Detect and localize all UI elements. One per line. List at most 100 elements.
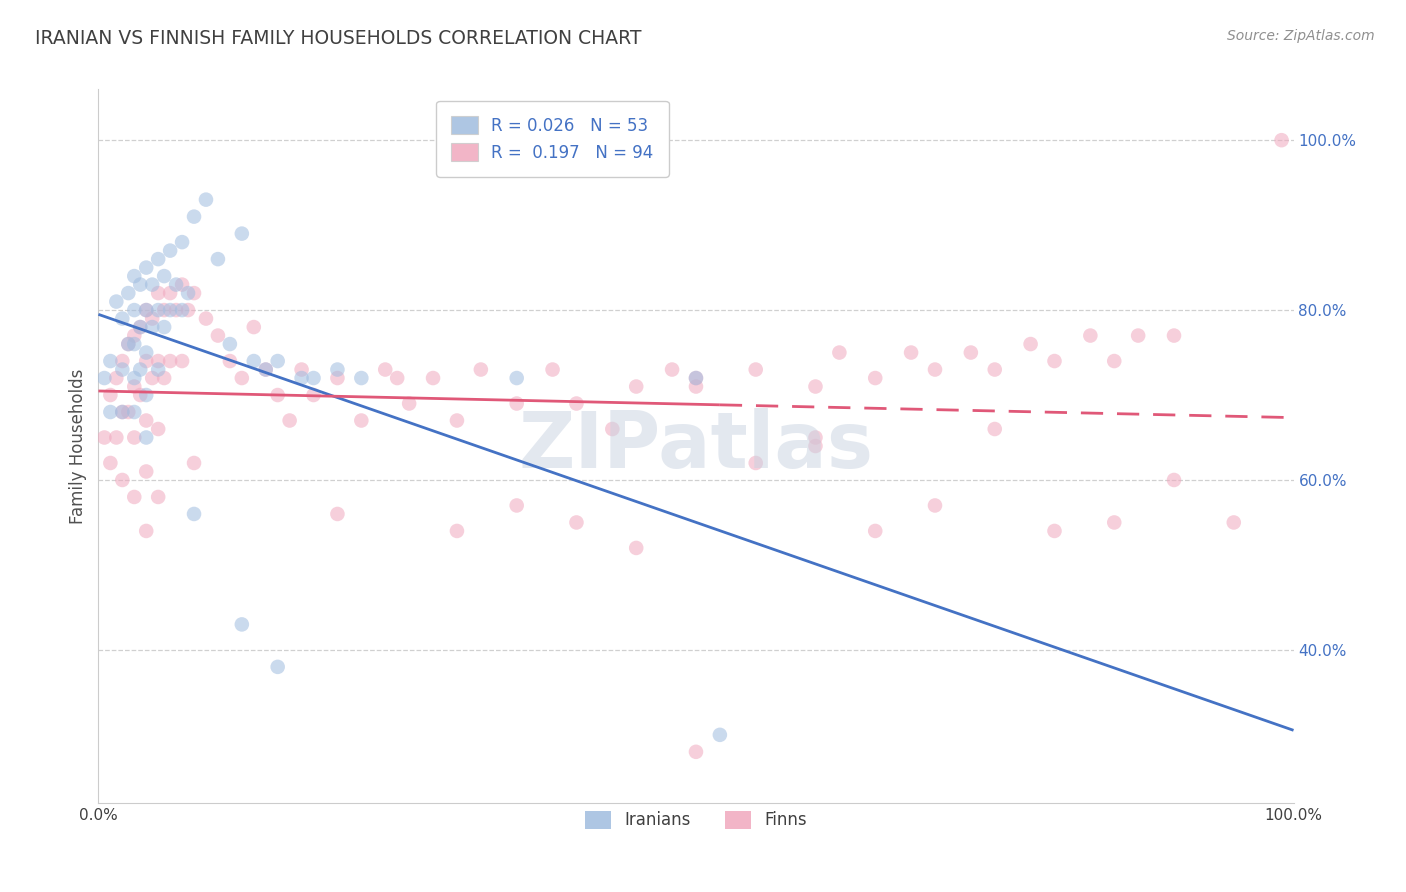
Point <box>93 371 115 385</box>
Point <box>685 371 707 385</box>
Point <box>135 354 157 368</box>
Point <box>1043 524 1066 538</box>
Point <box>804 439 827 453</box>
Point <box>506 371 529 385</box>
Point <box>243 320 266 334</box>
Point <box>124 430 146 444</box>
Point <box>124 303 146 318</box>
Legend: Iranians, Finns: Iranians, Finns <box>569 796 823 845</box>
Point <box>804 430 827 444</box>
Point <box>207 252 229 266</box>
Point <box>148 286 170 301</box>
Point <box>177 303 200 318</box>
Point <box>1019 337 1042 351</box>
Point <box>124 379 146 393</box>
Point <box>231 371 253 385</box>
Point <box>135 303 157 318</box>
Point <box>207 328 229 343</box>
Point <box>231 227 253 241</box>
Point <box>148 303 170 318</box>
Point <box>159 303 181 318</box>
Point <box>960 345 983 359</box>
Point <box>124 405 146 419</box>
Point <box>1163 328 1185 343</box>
Point <box>93 430 115 444</box>
Point <box>506 396 529 410</box>
Point <box>111 354 134 368</box>
Point <box>98 354 122 368</box>
Point <box>135 260 157 275</box>
Point <box>291 362 314 376</box>
Point <box>984 422 1007 436</box>
Point <box>117 337 139 351</box>
Point <box>804 379 827 393</box>
Point <box>1163 473 1185 487</box>
Point <box>565 396 588 410</box>
Point <box>626 379 648 393</box>
Point <box>117 286 139 301</box>
Point <box>129 320 152 334</box>
Text: ZIPatlas: ZIPatlas <box>519 408 873 484</box>
Point <box>105 294 128 309</box>
Point <box>1271 133 1294 147</box>
Point <box>124 269 146 284</box>
Point <box>291 371 314 385</box>
Point <box>446 413 468 427</box>
Y-axis label: Family Households: Family Households <box>69 368 87 524</box>
Point <box>661 362 683 376</box>
Point <box>141 371 163 385</box>
Point <box>111 473 134 487</box>
Text: Source: ZipAtlas.com: Source: ZipAtlas.com <box>1227 29 1375 44</box>
Point <box>141 311 163 326</box>
Point <box>302 371 325 385</box>
Point <box>183 286 205 301</box>
Point <box>278 413 301 427</box>
Point <box>148 490 170 504</box>
Point <box>124 337 146 351</box>
Point <box>135 430 157 444</box>
Point <box>153 371 176 385</box>
Point <box>422 371 444 385</box>
Point <box>129 320 152 334</box>
Point <box>183 456 205 470</box>
Point <box>602 422 624 436</box>
Point <box>117 337 139 351</box>
Point <box>865 524 887 538</box>
Point <box>135 388 157 402</box>
Point <box>111 405 134 419</box>
Point <box>195 311 218 326</box>
Point <box>267 388 290 402</box>
Point <box>135 524 157 538</box>
Point <box>124 490 146 504</box>
Point <box>153 303 176 318</box>
Point <box>129 277 152 292</box>
Point <box>135 465 157 479</box>
Point <box>165 303 187 318</box>
Point <box>172 354 194 368</box>
Point <box>183 507 205 521</box>
Point <box>626 541 648 555</box>
Point <box>159 354 181 368</box>
Point <box>219 337 242 351</box>
Point <box>165 277 187 292</box>
Point <box>153 269 176 284</box>
Point <box>398 396 420 410</box>
Point <box>506 499 529 513</box>
Point <box>98 456 122 470</box>
Point <box>350 371 373 385</box>
Point <box>267 354 290 368</box>
Point <box>148 422 170 436</box>
Point <box>302 388 325 402</box>
Point <box>177 286 200 301</box>
Point <box>745 362 768 376</box>
Point <box>254 362 277 376</box>
Point <box>984 362 1007 376</box>
Point <box>1104 516 1126 530</box>
Point <box>254 362 277 376</box>
Point <box>98 405 122 419</box>
Point <box>374 362 396 376</box>
Point <box>195 193 218 207</box>
Point <box>350 413 373 427</box>
Point <box>141 320 163 334</box>
Point <box>124 371 146 385</box>
